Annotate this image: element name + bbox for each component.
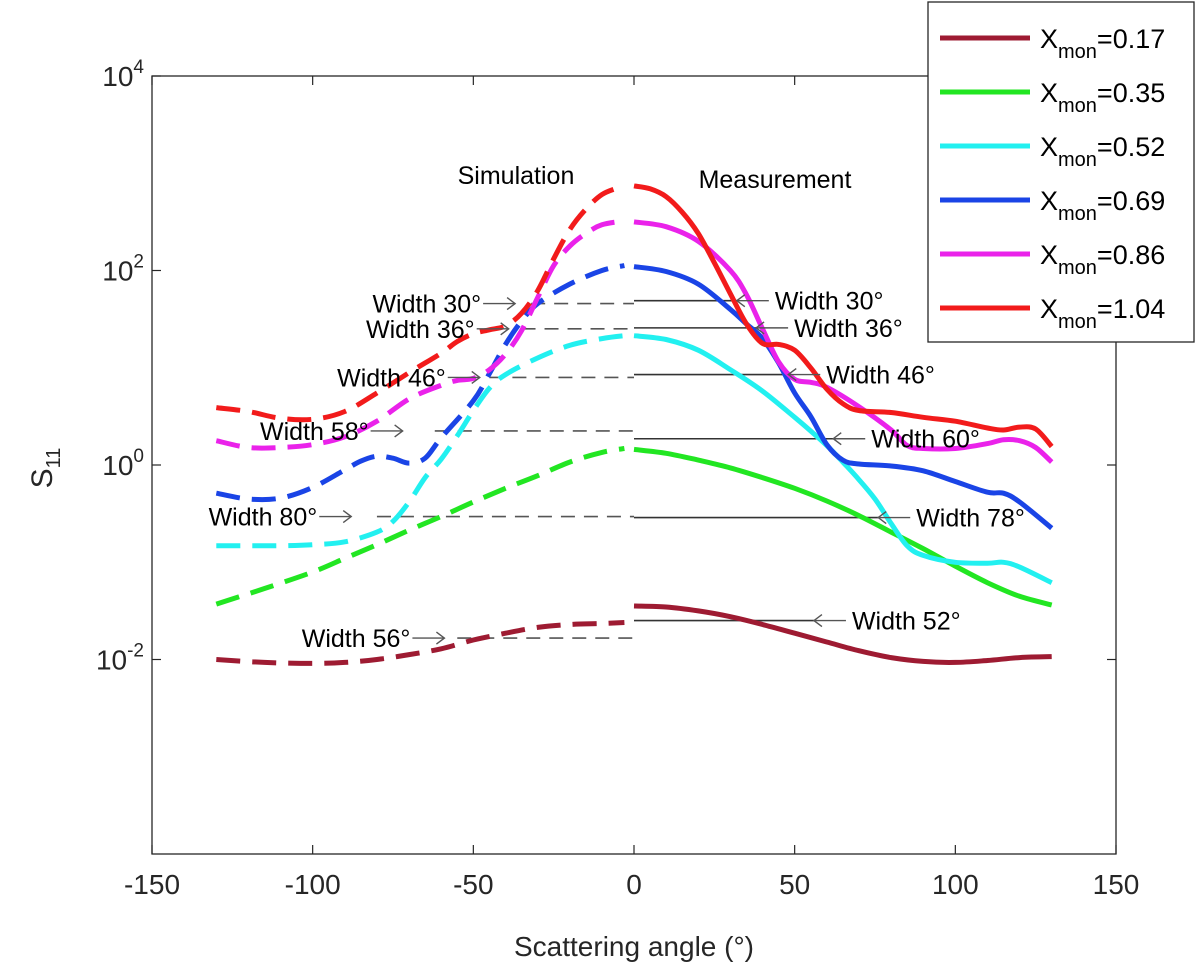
y-tick-label: 10-2 [96, 641, 144, 676]
series-0-86 [215, 218, 1054, 464]
legend-item: Xmon=0.86 [940, 240, 1165, 279]
legend-label: Xmon=0.86 [1040, 240, 1165, 279]
measurement-region-label: Measurement [699, 166, 852, 194]
series-0-35 [215, 446, 1053, 608]
width-annotation-left: Width 30° [372, 291, 517, 319]
x-tick-label: -100 [285, 869, 341, 900]
x-tick-label: 0 [626, 869, 642, 900]
x-tick-label: 100 [932, 869, 979, 900]
annotation-label: Width 30° [775, 288, 884, 316]
annotation-arrow-head [506, 297, 517, 311]
width-annotation-left: Width 56° [302, 625, 446, 653]
simulation-line [216, 620, 625, 666]
width-annotations: Width 30°Width 36°Width 46°Width 58°Widt… [209, 288, 1025, 653]
simulation-region-label: Simulation [458, 162, 575, 190]
width-annotation-right: Width 60° [832, 426, 980, 454]
x-tick-label: -50 [453, 869, 493, 900]
y-tick-label: 100 [102, 446, 144, 481]
annotation-label: Width 36° [794, 315, 903, 343]
width-annotation-right: Width 78° [877, 505, 1025, 533]
annotation-label: Width 58° [260, 418, 369, 446]
x-tick-label: 150 [1093, 869, 1140, 900]
annotation-label: Width 52° [852, 608, 961, 636]
annotation-arrow-head [471, 370, 481, 385]
y-tick-label: 102 [102, 252, 144, 287]
legend-item: Xmon=0.35 [940, 78, 1165, 117]
legend-item: Xmon=0.17 [940, 24, 1165, 63]
simulation-line [215, 183, 626, 423]
annotation-arrow-head [877, 510, 887, 525]
width-annotation-left: Width 80° [209, 504, 353, 532]
series-0-69 [215, 263, 1054, 531]
width-annotation-right: Width 30° [735, 288, 884, 316]
simulation-line [215, 263, 625, 503]
legend-box [927, 1, 1195, 343]
x-axis-label: Scattering angle (°) [514, 931, 754, 962]
series-0-17 [216, 603, 1052, 666]
width-annotation-right: Width 36° [754, 315, 903, 343]
width-annotation-left: Width 58° [260, 418, 404, 446]
annotation-label: Width 80° [209, 504, 318, 532]
y-axis-label: S11 [26, 448, 65, 489]
annotation-arrow-head [754, 321, 765, 335]
legend-label: Xmon=0.52 [1040, 132, 1165, 171]
simulation-line [215, 446, 625, 607]
tick-labels: -150 -100 -50 0 50 100 150 10-2 100 102 104 [96, 57, 1139, 900]
x-tick-label: 50 [779, 869, 810, 900]
width-annotation-right: Width 46° [787, 362, 935, 390]
annotation-label: Width 60° [871, 426, 980, 454]
measurement-line [633, 264, 1054, 531]
legend-item: Xmon=0.52 [940, 132, 1165, 171]
measurement-line [633, 446, 1053, 608]
annotation-label: Width 36° [366, 316, 475, 344]
annotation-arrow-head [394, 424, 404, 438]
annotation-label: Width 46° [337, 364, 446, 392]
annotation-arrow-head [787, 367, 797, 382]
simulation-line [215, 218, 625, 451]
width-annotation-left: Width 46° [337, 364, 481, 392]
x-tick-label: -150 [124, 869, 180, 900]
annotation-arrow-head [500, 322, 510, 336]
annotation-arrow-head [832, 432, 842, 446]
width-annotation-right: Width 52° [812, 608, 961, 636]
legend-label: Xmon=1.04 [1040, 294, 1165, 333]
reference-lines [376, 299, 879, 639]
width-annotation-left: Width 36° [366, 316, 510, 344]
measurement-line [633, 603, 1052, 665]
annotation-arrow-head [812, 614, 823, 628]
legend: Xmon=0.17 Xmon=0.35 Xmon=0.52 Xmon=0.69 Xmon… [927, 1, 1195, 343]
series-0-52 [216, 333, 1053, 585]
annotation-arrow-head [342, 509, 353, 524]
legend-label: Xmon=0.35 [1040, 78, 1165, 117]
annotation-label: Width 56° [302, 625, 411, 653]
legend-label: Xmon=0.17 [1040, 24, 1165, 63]
legend-label: Xmon=0.69 [1040, 186, 1165, 225]
y-tick-label: 104 [102, 57, 144, 92]
annotation-arrow-head [435, 631, 446, 645]
legend-item: Xmon=1.04 [940, 294, 1165, 333]
annotation-label: Width 30° [372, 291, 481, 319]
annotation-arrow-head [735, 294, 746, 308]
series-1-04 [215, 183, 1054, 449]
series-lines [215, 183, 1054, 666]
annotation-label: Width 78° [916, 505, 1025, 533]
measurement-line [633, 333, 1053, 585]
annotation-label: Width 46° [826, 362, 935, 390]
measurement-line [633, 219, 1054, 464]
simulation-line [216, 333, 625, 549]
legend-item: Xmon=0.69 [940, 186, 1165, 225]
measurement-line [633, 183, 1054, 449]
